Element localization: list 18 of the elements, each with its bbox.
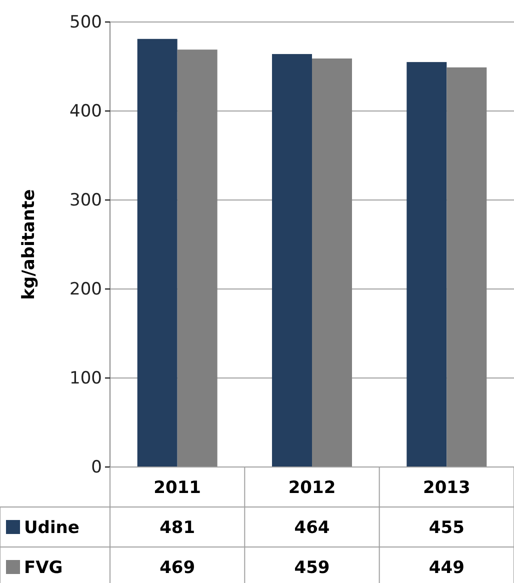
y-tick-label: 300 [70, 190, 102, 210]
y-axis-title: kg/abitante [19, 189, 39, 300]
legend-label: FVG [24, 558, 63, 578]
data-label: 459 [294, 558, 330, 578]
data-label: 469 [160, 558, 196, 578]
y-tick-label: 200 [70, 279, 102, 300]
y-tick-label: 0 [91, 457, 102, 478]
data-label: 464 [294, 518, 330, 538]
x-tick-label: 2011 [154, 478, 201, 498]
x-tick-label: 2013 [423, 478, 470, 498]
y-tick-label: 100 [70, 368, 102, 388]
legend-label: Udine [24, 518, 80, 538]
data-label: 455 [428, 518, 464, 538]
data-label: 481 [160, 518, 196, 538]
y-tick-label: 500 [70, 12, 102, 32]
y-tick-label: 400 [70, 101, 102, 122]
data-label: 449 [428, 558, 464, 578]
x-tick-label: 2012 [288, 478, 336, 498]
